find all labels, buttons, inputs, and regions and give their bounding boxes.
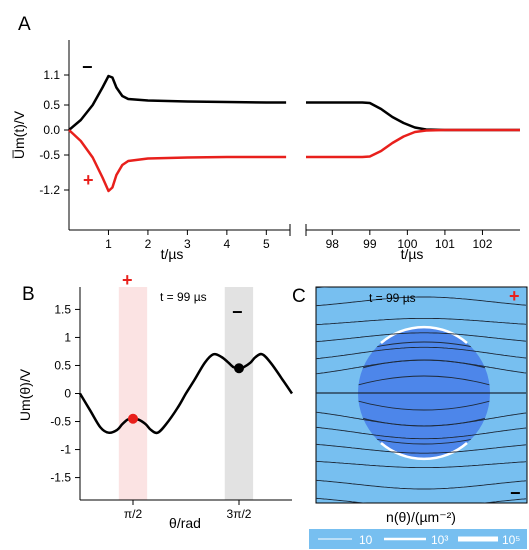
- c-inner-line: [358, 416, 490, 427]
- b-xtick-label: 3π/2: [227, 507, 252, 521]
- c-field-line: [316, 479, 527, 490]
- panel-b-xlabel: θ/rad: [169, 515, 201, 531]
- a-xtick-label: 102: [472, 237, 492, 251]
- panel-a-x-ticks-left: 1 2 3 4 5: [105, 230, 270, 251]
- a-ytick-label: 0.0: [43, 123, 60, 137]
- a-xtick-label: 5: [263, 237, 270, 251]
- a-xtick-label: 3: [184, 237, 191, 251]
- panel-c-time-annotation: t = 99 µs: [369, 291, 416, 305]
- panel-c-sphere-bottom-highlight: [380, 442, 468, 461]
- c-field-line: [316, 497, 527, 503]
- panel-c: C t = 99 µs + − n(θ)/(µm⁻²) 10 10³ 10⁵: [292, 286, 528, 549]
- a-xtick-label: 99: [363, 237, 377, 251]
- b-ytick-label: 1.5: [54, 302, 71, 316]
- b-ytick-label: 0: [64, 387, 71, 401]
- panel-a-label: A: [18, 14, 31, 35]
- b-ytick-label: -0.5: [50, 415, 71, 429]
- panel-a-xlabel-left: t/µs: [161, 246, 184, 262]
- c-field-line: [316, 287, 527, 289]
- panel-b-series: [78, 352, 294, 435]
- panel-b-x-ticks: π/2 3π/2: [124, 500, 252, 521]
- panel-c-minus-sign: −: [510, 483, 521, 503]
- c-field-line: [316, 332, 527, 343]
- panel-b-ylabel: Um(θ)/V: [17, 368, 33, 421]
- panel-b: B 1.5 1 0.5 0 -0.5 -1 -1.5 π/2 3π/2 t = 99 µs +…: [17, 270, 294, 531]
- b-marker-dot: [234, 363, 244, 374]
- panel-a-series: [68, 74, 520, 193]
- panel-a-plus-sign: +: [83, 170, 94, 190]
- panel-b-time-annotation: t = 99 µs: [160, 290, 207, 304]
- b-ytick-label: -1.5: [50, 471, 71, 485]
- b-marker-dot: [128, 413, 138, 424]
- a-ytick-label: 1.1: [43, 68, 60, 82]
- panel-b-markers: [128, 363, 244, 424]
- panel-b-plus-sign: +: [122, 270, 133, 290]
- a-xtick-label: 1: [105, 237, 112, 251]
- b-ytick-label: 0.5: [54, 358, 71, 372]
- panel-b-minus-sign: −: [232, 302, 243, 322]
- panel-b-bands: [118, 287, 254, 500]
- panel-a-xlabel-right: t/µs: [401, 246, 424, 262]
- a-xtick-label: 2: [145, 237, 152, 251]
- b-highlight-band: [118, 287, 148, 500]
- panel-a-ylabel: U̅m(t)/V: [11, 110, 27, 159]
- c-field-line: [316, 317, 527, 326]
- panel-c-plus-sign: +: [509, 286, 520, 306]
- c-field-line: [316, 426, 527, 440]
- a-xtick-label: 101: [435, 237, 455, 251]
- legend-label-10e3: 10³: [431, 533, 448, 547]
- c-field-line: [316, 443, 527, 454]
- legend-label-10: 10: [359, 533, 373, 547]
- c-inner-line: [358, 359, 490, 370]
- c-field-line: [316, 296, 527, 307]
- panel-a-x-ticks-right: 98 99 100 101 102: [326, 230, 493, 251]
- a-xtick-label: 4: [224, 237, 231, 251]
- a-xtick-label: 98: [326, 237, 340, 251]
- c-inner-line: [358, 375, 490, 386]
- a-series-line-right: [306, 128, 520, 159]
- a-series-line-left: [68, 74, 287, 131]
- panel-c-label: C: [292, 286, 306, 307]
- legend-label-10e5: 10⁵: [502, 533, 520, 547]
- panel-a-y-ticks: 1.1 0.5 0.0 -0.5 -1.2: [39, 68, 69, 197]
- a-xtick-label: 100: [397, 237, 417, 251]
- c-inner-line: [358, 400, 490, 411]
- c-field-line: [316, 460, 527, 469]
- panel-b-label: B: [22, 284, 35, 305]
- panel-a-minus-sign: −: [82, 57, 93, 77]
- a-ytick-label: 0.5: [43, 98, 60, 112]
- b-potential-curve: [78, 352, 294, 435]
- a-series-line-left: [68, 129, 287, 193]
- a-ytick-label: -0.5: [39, 148, 60, 162]
- panel-c-sphere-top-highlight: [380, 325, 468, 344]
- b-xtick-label: π/2: [124, 507, 143, 521]
- panel-b-y-ticks: 1.5 1 0.5 0 -0.5 -1 -1.5: [50, 302, 80, 485]
- a-series-line-right: [306, 101, 520, 132]
- a-ytick-label: -1.2: [39, 183, 60, 197]
- c-field-line: [316, 346, 527, 360]
- b-ytick-label: 1: [64, 330, 71, 344]
- b-ytick-label: -1: [60, 443, 71, 457]
- panel-c-xlabel: n(θ)/(µm⁻²): [386, 509, 456, 525]
- panel-c-field-lines: [316, 287, 527, 503]
- b-highlight-band: [224, 287, 254, 500]
